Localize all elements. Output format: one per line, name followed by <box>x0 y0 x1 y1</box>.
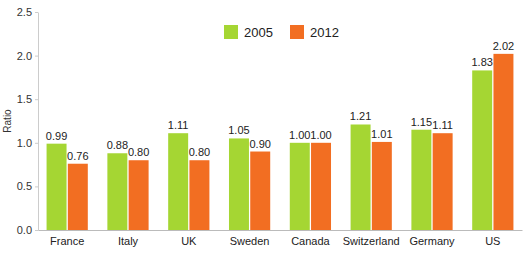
y-tick-mark <box>35 12 38 13</box>
bar <box>168 133 188 230</box>
x-axis-line <box>39 230 523 231</box>
data-label: 1.01 <box>371 128 392 140</box>
x-tick-label: France <box>50 235 84 247</box>
bar <box>129 160 149 230</box>
y-tick-label: 2.0 <box>17 50 32 62</box>
bar <box>229 138 249 230</box>
y-tick: 1.5 <box>17 93 38 105</box>
x-tick-label: Germany <box>409 235 455 247</box>
bar <box>107 153 127 230</box>
bar <box>433 133 453 230</box>
bar <box>411 130 431 230</box>
legend-label: 2005 <box>244 25 273 40</box>
x-tick: Switzerland <box>343 230 400 247</box>
legend-label: 2012 <box>310 25 339 40</box>
data-label: 1.00 <box>310 129 331 141</box>
x-tick: US <box>485 230 500 247</box>
x-axis: France Italy UK Sweden Canada Switzerland Germ… <box>39 230 523 247</box>
series-bars <box>47 70 493 230</box>
bar <box>290 143 310 230</box>
x-tick-label: Switzerland <box>343 235 400 247</box>
y-tick-mark <box>35 56 38 57</box>
x-tick: UK <box>181 230 197 247</box>
y-tick-label: 1.5 <box>17 93 32 105</box>
y-tick: 2.5 <box>17 6 38 18</box>
y-tick: 0.0 <box>17 224 38 236</box>
x-tick-label: Italy <box>118 235 139 247</box>
bar <box>250 152 270 230</box>
legend-swatch <box>224 25 238 39</box>
data-label: 0.76 <box>67 150 88 162</box>
data-label: 0.99 <box>46 130 67 142</box>
bar <box>372 142 392 230</box>
x-tick-label: Sweden <box>230 235 270 247</box>
y-tick-mark <box>35 99 38 100</box>
data-label: 0.80 <box>128 146 149 158</box>
chart: 0.0 0.5 1.0 1.5 2.0 2.5 France Italy UK Sweden Can… <box>0 0 530 257</box>
legend-swatch <box>290 25 304 39</box>
y-tick-label: 1.0 <box>17 137 32 149</box>
bar <box>472 70 492 230</box>
y-tick-mark <box>35 143 38 144</box>
data-label: 1.15 <box>411 116 432 128</box>
y-tick-label: 0.0 <box>17 224 32 236</box>
data-label: 0.80 <box>189 146 210 158</box>
x-tick: Italy <box>118 230 139 247</box>
data-label: 1.11 <box>168 119 189 131</box>
y-tick-mark <box>35 230 38 231</box>
data-label: 1.83 <box>471 56 492 68</box>
y-axis-line <box>38 13 39 231</box>
bar <box>189 160 209 230</box>
data-label: 0.88 <box>107 139 128 151</box>
bar <box>351 124 371 230</box>
data-label: 2.02 <box>493 40 514 52</box>
data-labels: 0.99 0.88 1.11 1.05 1.00 1.21 1.15 1.83 0.76 0.80… <box>46 40 514 162</box>
y-tick: 2.0 <box>17 50 38 62</box>
y-tick-label: 0.5 <box>17 180 32 192</box>
x-tick: Germany <box>409 230 455 247</box>
legend: 2005 2012 <box>224 25 339 40</box>
data-label: 1.21 <box>350 110 371 122</box>
data-label: 0.90 <box>250 138 271 150</box>
bar <box>493 54 513 230</box>
x-tick-label: UK <box>181 235 197 247</box>
y-tick-mark <box>35 186 38 187</box>
y-tick-label: 2.5 <box>17 6 32 18</box>
x-tick: Canada <box>291 230 330 247</box>
y-axis: 0.0 0.5 1.0 1.5 2.0 2.5 <box>17 6 39 236</box>
y-tick: 1.0 <box>17 137 38 149</box>
bar <box>68 164 88 230</box>
bar <box>311 143 331 230</box>
x-tick: Sweden <box>230 230 270 247</box>
data-label: 1.11 <box>432 119 453 131</box>
series-bars <box>68 54 514 230</box>
data-label: 1.00 <box>289 129 310 141</box>
bars <box>47 54 514 230</box>
bar <box>47 144 67 230</box>
y-tick: 0.5 <box>17 180 38 192</box>
x-tick-label: Canada <box>291 235 330 247</box>
x-tick: France <box>50 230 84 247</box>
data-label: 1.05 <box>228 124 249 136</box>
y-axis-title: Ratio <box>2 109 13 133</box>
x-tick-label: US <box>485 235 500 247</box>
